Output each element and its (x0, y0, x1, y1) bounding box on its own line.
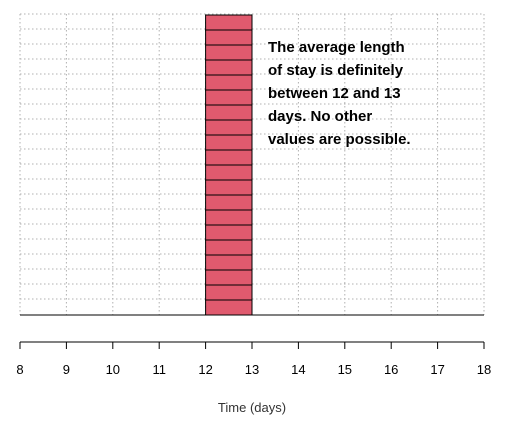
bar-block (205, 134, 253, 151)
x-tick-label: 16 (384, 362, 398, 377)
bar-block (205, 104, 253, 121)
annotation-line: days. No other (268, 108, 372, 125)
bar-block (205, 254, 253, 271)
x-tick-label: 15 (338, 362, 352, 377)
bar-block (205, 89, 253, 106)
x-axis-title: Time (days) (218, 400, 286, 415)
x-tick-label: 17 (430, 362, 444, 377)
bar-block (205, 239, 253, 256)
bar-block (205, 119, 253, 136)
bar-block (205, 14, 253, 31)
x-tick-label: 13 (245, 362, 259, 377)
x-tick-label: 18 (477, 362, 491, 377)
x-tick-label: 10 (106, 362, 120, 377)
bar-block (205, 224, 253, 241)
annotation-line: The average length (268, 39, 405, 56)
bar-block (205, 149, 253, 166)
bar-block (205, 299, 253, 316)
bar-block (205, 269, 253, 286)
annotation-line: between 12 and 13 (268, 85, 401, 102)
x-tick-label: 9 (63, 362, 70, 377)
bar-block (205, 194, 253, 211)
x-tick-label: 14 (291, 362, 305, 377)
x-axis: 8 9 10 11 12 13 14 15 16 17 18 (16, 341, 491, 377)
bar-stack (205, 14, 253, 316)
bar-block (205, 284, 253, 301)
bar-block (205, 209, 253, 226)
bar-block (205, 179, 253, 196)
annotation-text: The average length of stay is definitely b… (268, 39, 411, 148)
bar-block (205, 44, 253, 61)
annotation-line: values are possible. (268, 131, 411, 148)
x-tick-label: 12 (198, 362, 212, 377)
bar-block (205, 164, 253, 181)
bar-block (205, 74, 253, 91)
bar-block (205, 29, 253, 46)
bar-block (205, 59, 253, 76)
annotation-line: of stay is definitely (268, 62, 404, 79)
x-tick-label: 11 (152, 362, 166, 377)
x-tick-label: 8 (16, 362, 23, 377)
